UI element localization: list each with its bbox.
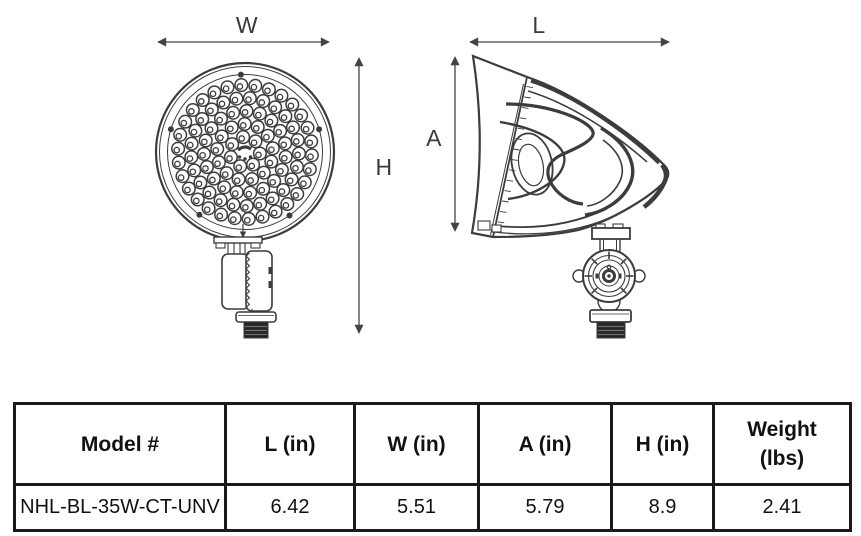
cell-h: 8.9: [610, 483, 715, 532]
a-dimension-label: A: [426, 125, 442, 151]
l-dimension-label: L: [532, 12, 546, 38]
screw-dots: [167, 71, 323, 219]
led-array: [171, 78, 319, 226]
technical-drawing: [154, 37, 670, 339]
cell-weight: 2.41: [712, 483, 852, 532]
col-header-model: Model #: [13, 402, 227, 486]
col-header-h: H (in): [610, 402, 715, 486]
col-header-a: A (in): [477, 402, 613, 486]
col-header-w: W (in): [353, 402, 480, 486]
front-view-drawing: [154, 61, 336, 339]
table-data-row: NHL-BL-35W-CT-UNV 6.42 5.51 5.79 8.9 2.4…: [13, 483, 852, 532]
col-header-weight: Weight (lbs): [712, 402, 852, 486]
table-header-row: Model # L (in) W (in) A (in) H (in): [13, 402, 852, 486]
front-mount-knuckle: [213, 236, 277, 339]
body-contour-swooshes: [477, 79, 669, 235]
w-dimension-label: W: [235, 12, 259, 38]
aim-indicator: [239, 224, 247, 238]
cell-w: 5.51: [353, 483, 480, 532]
cell-l: 6.42: [224, 483, 356, 532]
cell-model: NHL-BL-35W-CT-UNV: [13, 483, 227, 532]
side-mount-knuckle: [572, 223, 646, 339]
side-view-drawing: [470, 54, 670, 339]
col-header-l: L (in): [224, 402, 356, 486]
cell-a: 5.79: [477, 483, 613, 532]
h-dimension-label: H: [375, 154, 393, 180]
dimensions-table: Model # L (in) W (in) A (in) H (in): [13, 402, 852, 532]
dimension-arrows: [157, 37, 670, 334]
center-emblem: [236, 145, 253, 161]
dial-tick-marks: [584, 251, 634, 294]
